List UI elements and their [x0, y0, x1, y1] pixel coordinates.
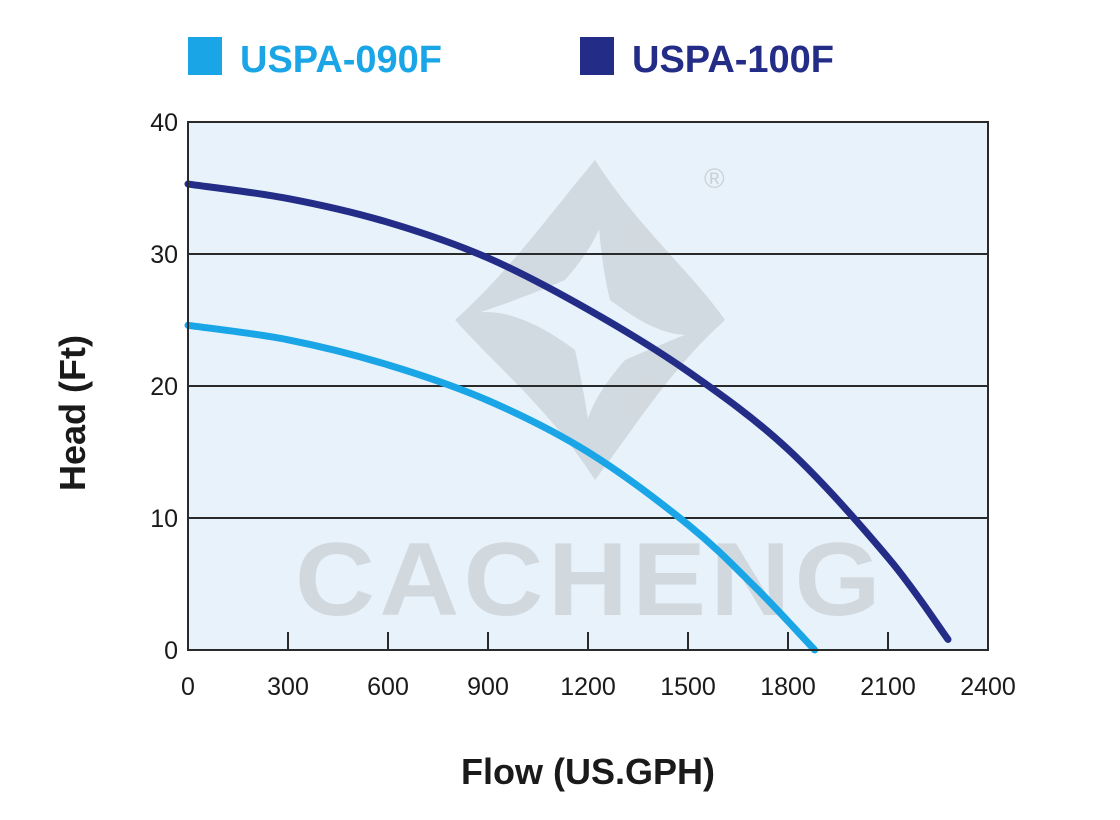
- watermark-text: CACHENG: [295, 522, 885, 638]
- series-line-uspa-100f: [184, 180, 952, 643]
- y-tick-label-40: 40: [150, 109, 178, 137]
- watermark-logo-icon: [455, 160, 725, 480]
- x-axis-ticks: 0 300 600 900 1200 1500 1800 2100 2400: [181, 632, 1016, 701]
- series-layer: [184, 180, 952, 654]
- x-tick-label-0: 0: [181, 673, 195, 701]
- legend-entry-uspa-090f: USPA-090F: [188, 37, 442, 81]
- x-tick-label-2100: 2100: [860, 673, 916, 701]
- legend-entry-uspa-100f: USPA-100F: [580, 37, 834, 81]
- x-tick-label-1800: 1800: [760, 673, 816, 701]
- watermark-registered-mark: ®: [704, 163, 725, 194]
- x-tick-label-1500: 1500: [660, 673, 716, 701]
- y-tick-label-0: 0: [164, 637, 178, 665]
- y-axis-title: Head (Ft): [52, 335, 93, 491]
- x-tick-label-300: 300: [267, 673, 309, 701]
- legend-swatch-uspa-100f: [580, 37, 614, 75]
- x-tick-label-1200: 1200: [560, 673, 616, 701]
- y-tick-label-30: 30: [150, 241, 178, 269]
- legend: USPA-090F USPA-100F: [188, 37, 834, 81]
- x-tick-label-900: 900: [467, 673, 509, 701]
- legend-label-uspa-100f: USPA-100F: [632, 39, 834, 81]
- y-axis-ticks: 0 10 20 30 40: [150, 109, 178, 665]
- legend-swatch-uspa-090f: [188, 37, 222, 75]
- y-tick-label-10: 10: [150, 505, 178, 533]
- x-tick-label-2400: 2400: [960, 673, 1016, 701]
- legend-label-uspa-090f: USPA-090F: [240, 39, 442, 81]
- x-axis-title: Flow (US.GPH): [461, 751, 715, 792]
- series-line-uspa-090f: [184, 321, 819, 654]
- x-tick-label-600: 600: [367, 673, 409, 701]
- y-tick-label-20: 20: [150, 373, 178, 401]
